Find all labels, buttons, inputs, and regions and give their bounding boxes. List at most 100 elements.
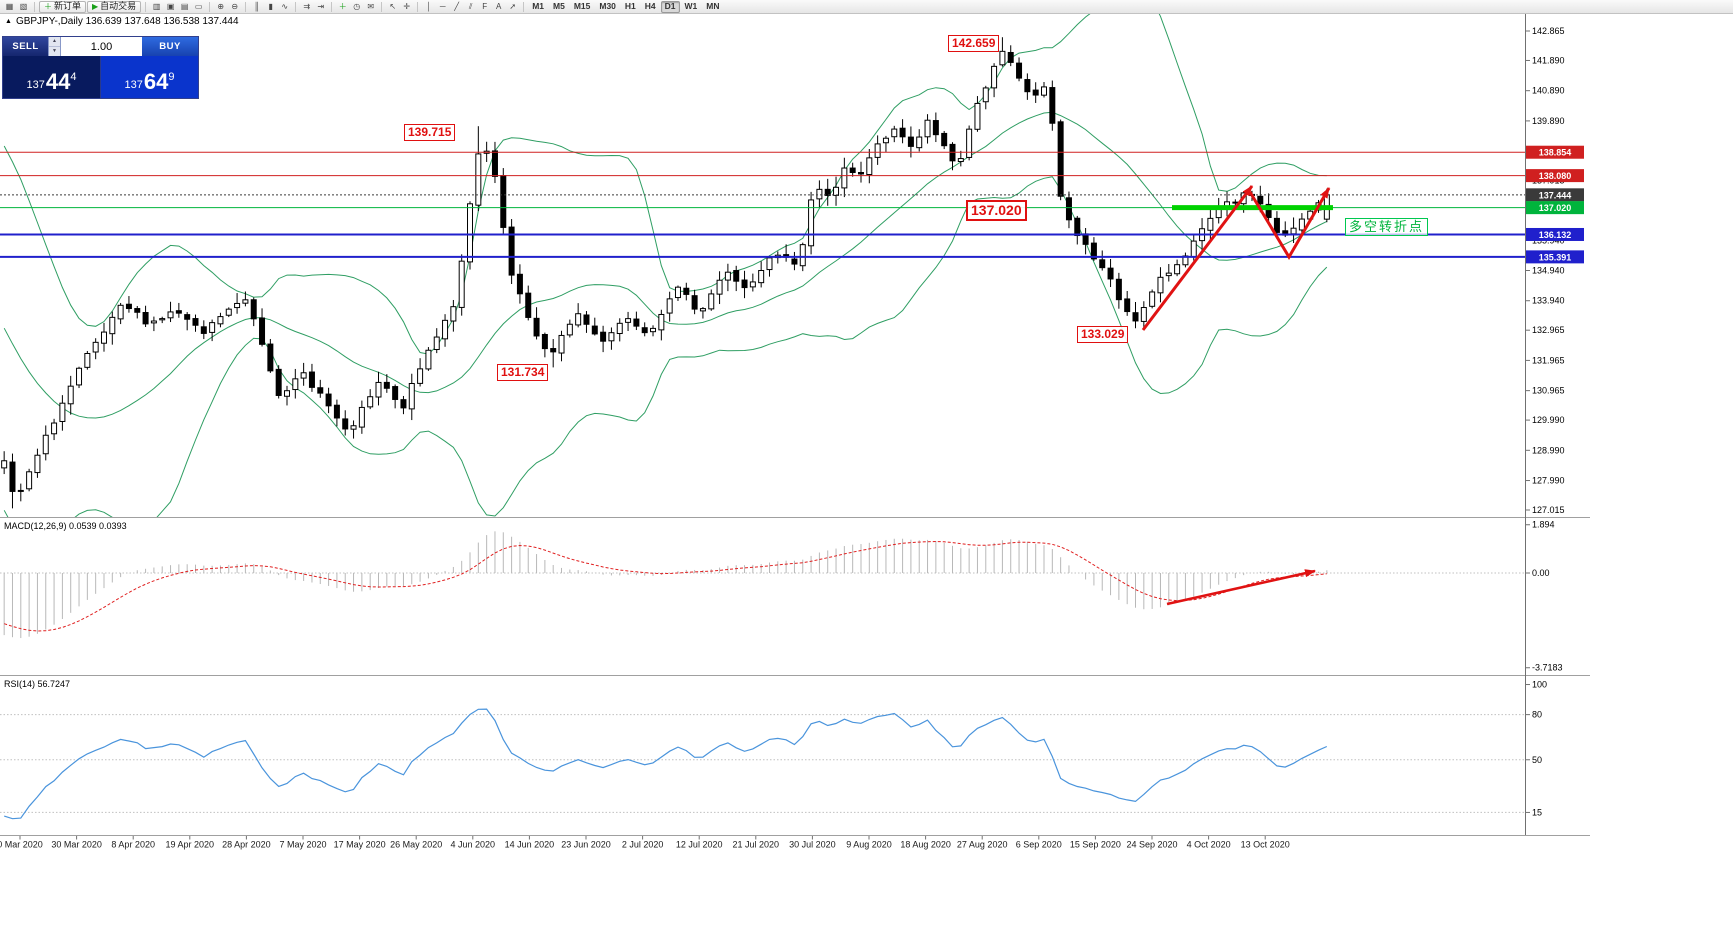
candlestick-chart-icon: ▮ (268, 1, 273, 11)
bar-chart-button[interactable]: ║ (250, 1, 263, 13)
terminal-icon: ▭ (194, 1, 203, 11)
svg-text:138.854: 138.854 (1539, 148, 1572, 158)
toolbar: ▦ ▧ ＋新订单 ▶ 自动交易 ▥ ▣ ▤ ▭ ⊕ ⊖ ║ ▮ ∿ ⇉ ⇥ ＋ ◷ ✉ ↖ ✛ │ ─ ╱ ⫽ F A ➚ M1 M5 M1… (0, 0, 1733, 14)
auto-scroll-button[interactable]: ⇉ (300, 1, 313, 13)
main-pane[interactable] (0, 14, 1525, 544)
timeframe-d1-button[interactable]: D1 (660, 0, 680, 13)
sell-button[interactable]: SELL (3, 37, 48, 56)
timeframe-mn-button[interactable]: MN (706, 1, 720, 12)
new-chart-icon: ▦ (5, 1, 14, 11)
rsi-pane[interactable] (0, 708, 1525, 820)
svg-text:138.080: 138.080 (1539, 171, 1572, 181)
auto-trading-button[interactable]: ▶ 自动交易 (87, 0, 142, 13)
zoom-out-icon: ⊖ (231, 1, 239, 11)
vertical-line-button[interactable]: │ (422, 1, 435, 13)
add-indicator-button[interactable]: ＋ (336, 1, 349, 13)
periods-menu-button[interactable]: ◷ (350, 1, 363, 13)
chart-canvas[interactable]: 142.865141.890140.890139.890138.890137.9… (0, 14, 1733, 852)
volume-stepper[interactable]: ▲ ▼ (48, 37, 61, 56)
new-order-button-label: 新订单 (54, 1, 82, 11)
timeframe-h1-button[interactable]: H1 (624, 1, 636, 12)
svg-text:30 Jul 2020: 30 Jul 2020 (789, 840, 836, 850)
navigator-button[interactable]: ▤ (178, 1, 191, 13)
svg-text:4 Oct 2020: 4 Oct 2020 (1187, 840, 1231, 850)
equidistant-channel-button[interactable]: ⫽ (464, 1, 477, 13)
buy-price-sup: 9 (168, 71, 175, 83)
new-order-button[interactable]: ＋新订单 (39, 0, 87, 13)
sell-price-sup: 4 (70, 71, 77, 83)
rsi-label: RSI(14) 56.7247 (4, 679, 71, 689)
horizontal-line-button[interactable]: ─ (436, 1, 449, 13)
toolbar-separator (523, 1, 525, 12)
chart-title: GBPJPY-,Daily 136.639 137.648 136.538 13… (15, 16, 239, 27)
candlesticks (1, 37, 1330, 509)
sell-price[interactable]: 137 44 4 (3, 56, 101, 98)
svg-text:27 Aug 2020: 27 Aug 2020 (957, 840, 1008, 850)
volume-decrease-icon[interactable]: ▼ (49, 47, 60, 56)
svg-text:24 Sep 2020: 24 Sep 2020 (1126, 840, 1177, 850)
svg-text:134.940: 134.940 (1532, 265, 1565, 275)
arrows-button[interactable]: ➚ (506, 1, 519, 13)
new-chart-button[interactable]: ▦ (3, 1, 16, 13)
buy-button[interactable]: BUY (142, 37, 198, 56)
volume-input[interactable]: 1.00 (61, 37, 142, 56)
terminal-button[interactable]: ▭ (192, 1, 205, 13)
text-button[interactable]: A (492, 1, 505, 13)
templates-menu-button[interactable]: ✉ (364, 1, 377, 13)
cursor-button[interactable]: ↖ (386, 1, 399, 13)
timeframe-w1-button[interactable]: W1 (684, 1, 698, 12)
market-watch-button[interactable]: ▥ (150, 1, 163, 13)
svg-text:50: 50 (1532, 755, 1542, 765)
toolbar-separator (381, 1, 383, 12)
timeframe-m5-button[interactable]: M5 (553, 1, 565, 12)
price-axis[interactable]: 142.865141.890140.890139.890138.890137.9… (1525, 14, 1584, 835)
line-chart-button[interactable]: ∿ (278, 1, 291, 13)
auto-trading-button-label: 自动交易 (100, 1, 137, 11)
toolbar-separator (209, 1, 211, 12)
svg-text:4 Jun 2020: 4 Jun 2020 (451, 840, 496, 850)
svg-text:12 Jul 2020: 12 Jul 2020 (676, 840, 723, 850)
timeframe-h4-button[interactable]: H4 (644, 1, 656, 12)
svg-text:1.894: 1.894 (1532, 520, 1555, 530)
sell-price-big: 44 (45, 69, 71, 94)
timeframe-m1-button[interactable]: M1 (532, 1, 544, 12)
sell-price-small: 137 (26, 79, 45, 91)
horizontal-lines (0, 151, 1525, 258)
svg-text:-3.7183: -3.7183 (1532, 663, 1563, 673)
timeframe-m15-button[interactable]: M15 (573, 1, 591, 12)
zoom-in-button[interactable]: ⊕ (214, 1, 227, 13)
svg-text:130.965: 130.965 (1532, 386, 1565, 396)
trendline-button[interactable]: ╱ (450, 1, 463, 13)
cursor-icon: ↖ (389, 1, 397, 11)
trendline-icon: ╱ (454, 1, 460, 11)
svg-text:9 Aug 2020: 9 Aug 2020 (846, 840, 892, 850)
svg-text:140.890: 140.890 (1532, 86, 1565, 96)
buy-price-big: 64 (143, 69, 169, 94)
chart-area[interactable]: 142.865141.890140.890139.890138.890137.9… (0, 14, 1733, 852)
svg-text:13 Oct 2020: 13 Oct 2020 (1241, 840, 1290, 850)
collapse-panel-icon[interactable]: ▲ (5, 18, 12, 25)
fibonacci-button[interactable]: F (478, 1, 491, 13)
zoom-out-button[interactable]: ⊖ (228, 1, 241, 13)
time-axis[interactable]: 0 Mar 2020 30 Mar 2020 8 Apr 2020 19 Apr 20… (0, 836, 1290, 850)
candlestick-chart-button[interactable]: ▮ (264, 1, 277, 13)
templates-menu-icon: ✉ (367, 1, 375, 11)
macd-pane[interactable] (0, 531, 1525, 639)
crosshair-icon: ✛ (403, 1, 411, 11)
crosshair-button[interactable]: ✛ (400, 1, 413, 13)
timeframe-m30-button[interactable]: M30 (599, 1, 616, 12)
trend-arrows (1141, 185, 1331, 331)
toolbar-separator (245, 1, 247, 12)
chart-shift-button[interactable]: ⇥ (314, 1, 327, 13)
buy-price[interactable]: 137 64 9 (101, 56, 198, 98)
text-icon: A (496, 1, 502, 11)
toolbar-separator (34, 1, 35, 12)
svg-text:127.990: 127.990 (1532, 476, 1565, 486)
annotation-note: 多空转折点 (1345, 218, 1429, 236)
volume-increase-icon[interactable]: ▲ (49, 37, 60, 47)
svg-text:23 Jun 2020: 23 Jun 2020 (561, 840, 611, 850)
svg-text:100: 100 (1532, 680, 1547, 690)
new-order-icon: ＋ (44, 1, 52, 11)
profiles-button[interactable]: ▧ (17, 1, 30, 13)
data-window-button[interactable]: ▣ (164, 1, 177, 13)
